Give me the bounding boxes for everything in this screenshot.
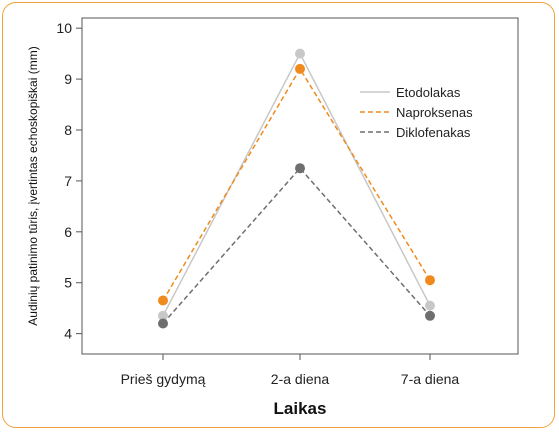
y-tick-label: 10 xyxy=(56,20,72,36)
data-point-naproksenas xyxy=(295,63,305,74)
chart-frame xyxy=(2,2,555,428)
y-tick-label: 6 xyxy=(64,224,72,240)
data-point-diklofenakas xyxy=(425,310,435,321)
data-point-diklofenakas xyxy=(158,318,168,329)
y-tick-label: 8 xyxy=(64,122,72,138)
x-tick-label: 7-a diena xyxy=(401,371,460,387)
y-axis: 4 5 6 7 8 9 10 xyxy=(56,20,82,342)
y-tick-label: 4 xyxy=(64,326,72,342)
legend-label: Etodolakas xyxy=(396,85,461,100)
series-points xyxy=(158,48,435,329)
y-tick-label: 7 xyxy=(64,173,72,189)
series-lines xyxy=(162,51,431,324)
data-point-etodolakas xyxy=(295,48,305,59)
y-tick-label: 5 xyxy=(64,275,72,291)
y-tick-label: 9 xyxy=(64,71,72,87)
data-point-etodolakas xyxy=(158,310,168,321)
data-point-diklofenakas xyxy=(295,163,305,174)
legend-label: Naproksenas xyxy=(396,105,473,120)
series-line-etodolakas xyxy=(162,51,431,317)
x-tick-label: Prieš gydymą xyxy=(121,371,206,387)
series-line-naproksenas xyxy=(162,67,431,301)
series-line-diklofenakas xyxy=(162,167,431,324)
data-point-naproksenas xyxy=(158,295,168,306)
data-point-naproksenas xyxy=(425,275,435,286)
data-point-etodolakas xyxy=(425,300,435,311)
legend: Etodolakas Naproksenas Diklofenakas xyxy=(360,85,473,140)
x-axis-title: Laikas xyxy=(274,399,327,418)
x-tick-label: 2-a diena xyxy=(271,371,330,387)
x-axis: Prieš gydymą 2-a diena 7-a diena xyxy=(121,354,460,387)
legend-label: Diklofenakas xyxy=(396,125,471,140)
y-axis-title: Audinių patinimo tūris, įvertintas echos… xyxy=(26,46,40,325)
